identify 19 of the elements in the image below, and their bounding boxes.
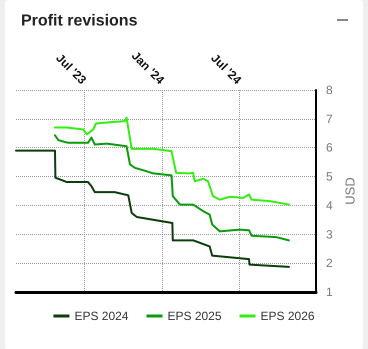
- x-tick-label: Jan '24: [128, 48, 168, 88]
- y-tick-label: 8: [326, 83, 333, 97]
- legend-label: EPS 2026: [260, 309, 315, 323]
- line-series: [15, 150, 290, 268]
- y-tick-label: 2: [326, 256, 333, 270]
- y-axis-title: USD: [342, 177, 358, 205]
- y-tick-label: 5: [326, 170, 333, 184]
- y-tick-label: 7: [326, 112, 333, 126]
- line-series: [54, 116, 290, 206]
- y-tick-label: 4: [326, 198, 333, 212]
- line-series: [54, 134, 290, 242]
- legend-label: EPS 2025: [167, 309, 222, 323]
- y-tick-label: 3: [326, 227, 333, 242]
- x-tick-label: Jul '24: [208, 51, 244, 88]
- chart-title: Profit revisions: [21, 12, 138, 30]
- legend-label: EPS 2024: [74, 309, 129, 323]
- x-tick-label: Jul '23: [53, 51, 90, 88]
- y-tick-label: 6: [326, 140, 333, 155]
- y-tick-label: 1: [326, 285, 333, 299]
